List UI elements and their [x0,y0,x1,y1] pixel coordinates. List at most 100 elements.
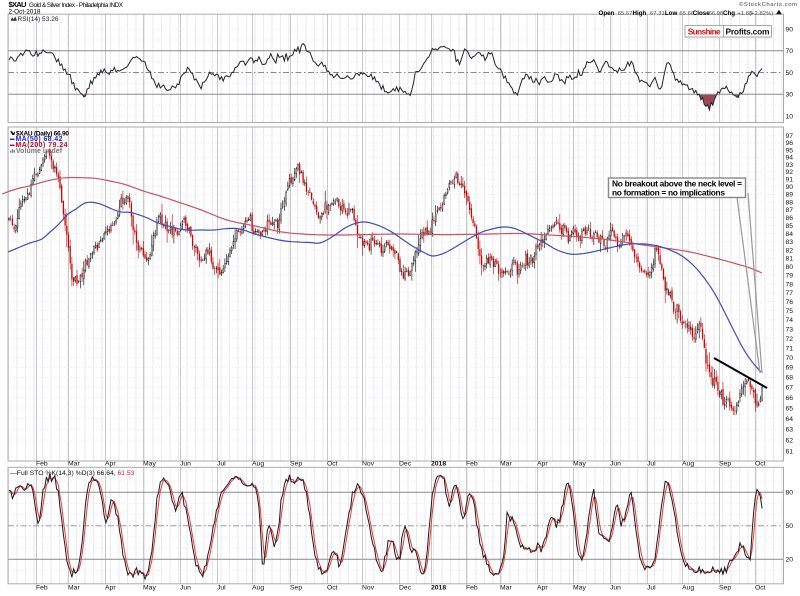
svg-text:72: 72 [786,336,794,343]
svg-text:May: May [573,585,586,592]
svg-text:90: 90 [786,27,794,34]
svg-text:Sunshine: Sunshine [688,26,721,36]
svg-text:70: 70 [786,48,794,55]
svg-text:—Full STO %K(14,3) %D(3) 66.64: —Full STO %K(14,3) %D(3) 66.64, 61.53 [10,470,135,477]
svg-text:83: 83 [786,239,794,246]
svg-text:Low: Low [665,10,678,17]
svg-text:(+2.82%): (+2.82%) [749,11,773,17]
svg-text:87: 87 [786,207,794,214]
svg-text:Oct: Oct [755,585,766,592]
svg-text:79: 79 [786,273,794,280]
svg-text:Aug: Aug [252,461,264,468]
svg-text:Feb: Feb [36,585,48,592]
svg-text:Aug: Aug [682,585,694,592]
svg-text:70: 70 [786,355,794,362]
svg-text:May: May [143,461,156,468]
svg-text:73: 73 [786,326,794,333]
svg-text:Mar: Mar [68,461,80,468]
svg-text:66: 66 [786,395,794,402]
svg-text:RSI(14) 53.26: RSI(14) 53.26 [18,16,59,23]
svg-text:2-Oct-2018: 2-Oct-2018 [9,9,41,16]
svg-text:85: 85 [786,223,794,230]
svg-text:Feb: Feb [466,585,478,592]
svg-text:97: 97 [786,133,794,140]
svg-text:no formation = no implications: no formation = no implications [612,188,725,198]
svg-text:62: 62 [786,438,794,445]
svg-text:2018: 2018 [431,461,446,468]
svg-text:91: 91 [786,177,794,184]
svg-text:Apr: Apr [105,461,116,468]
svg-text:77: 77 [786,290,794,297]
svg-text:82: 82 [786,247,794,254]
svg-text:69: 69 [786,365,794,372]
svg-text:Jun: Jun [610,461,621,468]
svg-text:Dec: Dec [399,585,412,592]
svg-text:Aug: Aug [252,585,264,592]
svg-text:Feb: Feb [466,461,478,468]
svg-text:68: 68 [786,375,794,382]
svg-text:Oct: Oct [755,461,766,468]
svg-text:Feb: Feb [36,461,48,468]
svg-text:93: 93 [786,162,794,169]
svg-text:Profits.com: Profits.com [726,26,770,36]
svg-text:Jun: Jun [180,461,191,468]
svg-text:61: 61 [786,449,794,456]
svg-text:Mar: Mar [500,585,512,592]
svg-text:Mar: Mar [68,585,80,592]
svg-text:©StockCharts.com: ©StockCharts.com [739,1,797,8]
svg-text:67: 67 [786,385,794,392]
svg-text:50: 50 [786,523,794,530]
svg-text:Mar: Mar [500,461,512,468]
svg-text:76: 76 [786,299,794,306]
svg-text:80: 80 [786,490,794,497]
svg-text:Jul: Jul [647,585,656,592]
svg-text:92: 92 [786,169,794,176]
svg-text:90: 90 [786,184,794,191]
svg-text:Apr: Apr [537,461,548,468]
svg-text:71: 71 [786,345,794,352]
svg-text:20: 20 [786,557,794,564]
svg-text:64: 64 [786,416,794,423]
svg-text:Chg: Chg [723,10,735,17]
svg-text:10: 10 [786,113,794,120]
svg-text:May: May [143,585,156,592]
svg-text:89: 89 [786,192,794,199]
svg-text:May: May [573,461,586,468]
svg-text:2018: 2018 [431,585,446,592]
svg-text:65.67: 65.67 [618,11,633,17]
svg-text:Nov: Nov [362,461,375,468]
svg-text:Jun: Jun [180,585,191,592]
svg-text:94: 94 [786,155,794,162]
svg-text:Dec: Dec [399,461,412,468]
svg-text:MA(200) 79.24: MA(200) 79.24 [16,142,68,149]
svg-text:Gold & Silver Index - Philadel: Gold & Silver Index - Philadelphia INDX [29,2,124,9]
svg-text:No breakout above the neck lev: No breakout above the neck level = [612,179,742,189]
svg-text:65.66: 65.66 [679,11,694,17]
svg-text:81: 81 [786,256,794,263]
svg-text:65: 65 [786,405,794,412]
svg-text:74: 74 [786,317,794,324]
svg-text:88: 88 [786,199,794,206]
svg-text:Sep: Sep [719,461,731,468]
svg-text:Oct: Oct [327,461,338,468]
svg-text:Open: Open [599,10,615,17]
svg-text:Volume undef: Volume undef [16,148,63,155]
svg-text:30: 30 [786,92,794,99]
svg-text:80: 80 [786,264,794,271]
svg-text:Sep: Sep [290,461,302,468]
svg-text:Sep: Sep [719,585,731,592]
svg-text:$XAU: $XAU [9,0,28,9]
svg-text:86: 86 [786,215,794,222]
svg-text:Jul: Jul [647,461,656,468]
svg-text:Aug: Aug [682,461,694,468]
svg-text:Apr: Apr [105,585,116,592]
svg-text:67.31: 67.31 [650,11,665,17]
svg-text:84: 84 [786,231,794,238]
svg-text:Jul: Jul [217,585,226,592]
svg-text:+1.83: +1.83 [737,11,753,17]
svg-text:96: 96 [786,140,794,147]
svg-text:Apr: Apr [537,585,548,592]
svg-text:95: 95 [786,147,794,154]
svg-text:Jul: Jul [217,461,226,468]
svg-text:78: 78 [786,281,794,288]
